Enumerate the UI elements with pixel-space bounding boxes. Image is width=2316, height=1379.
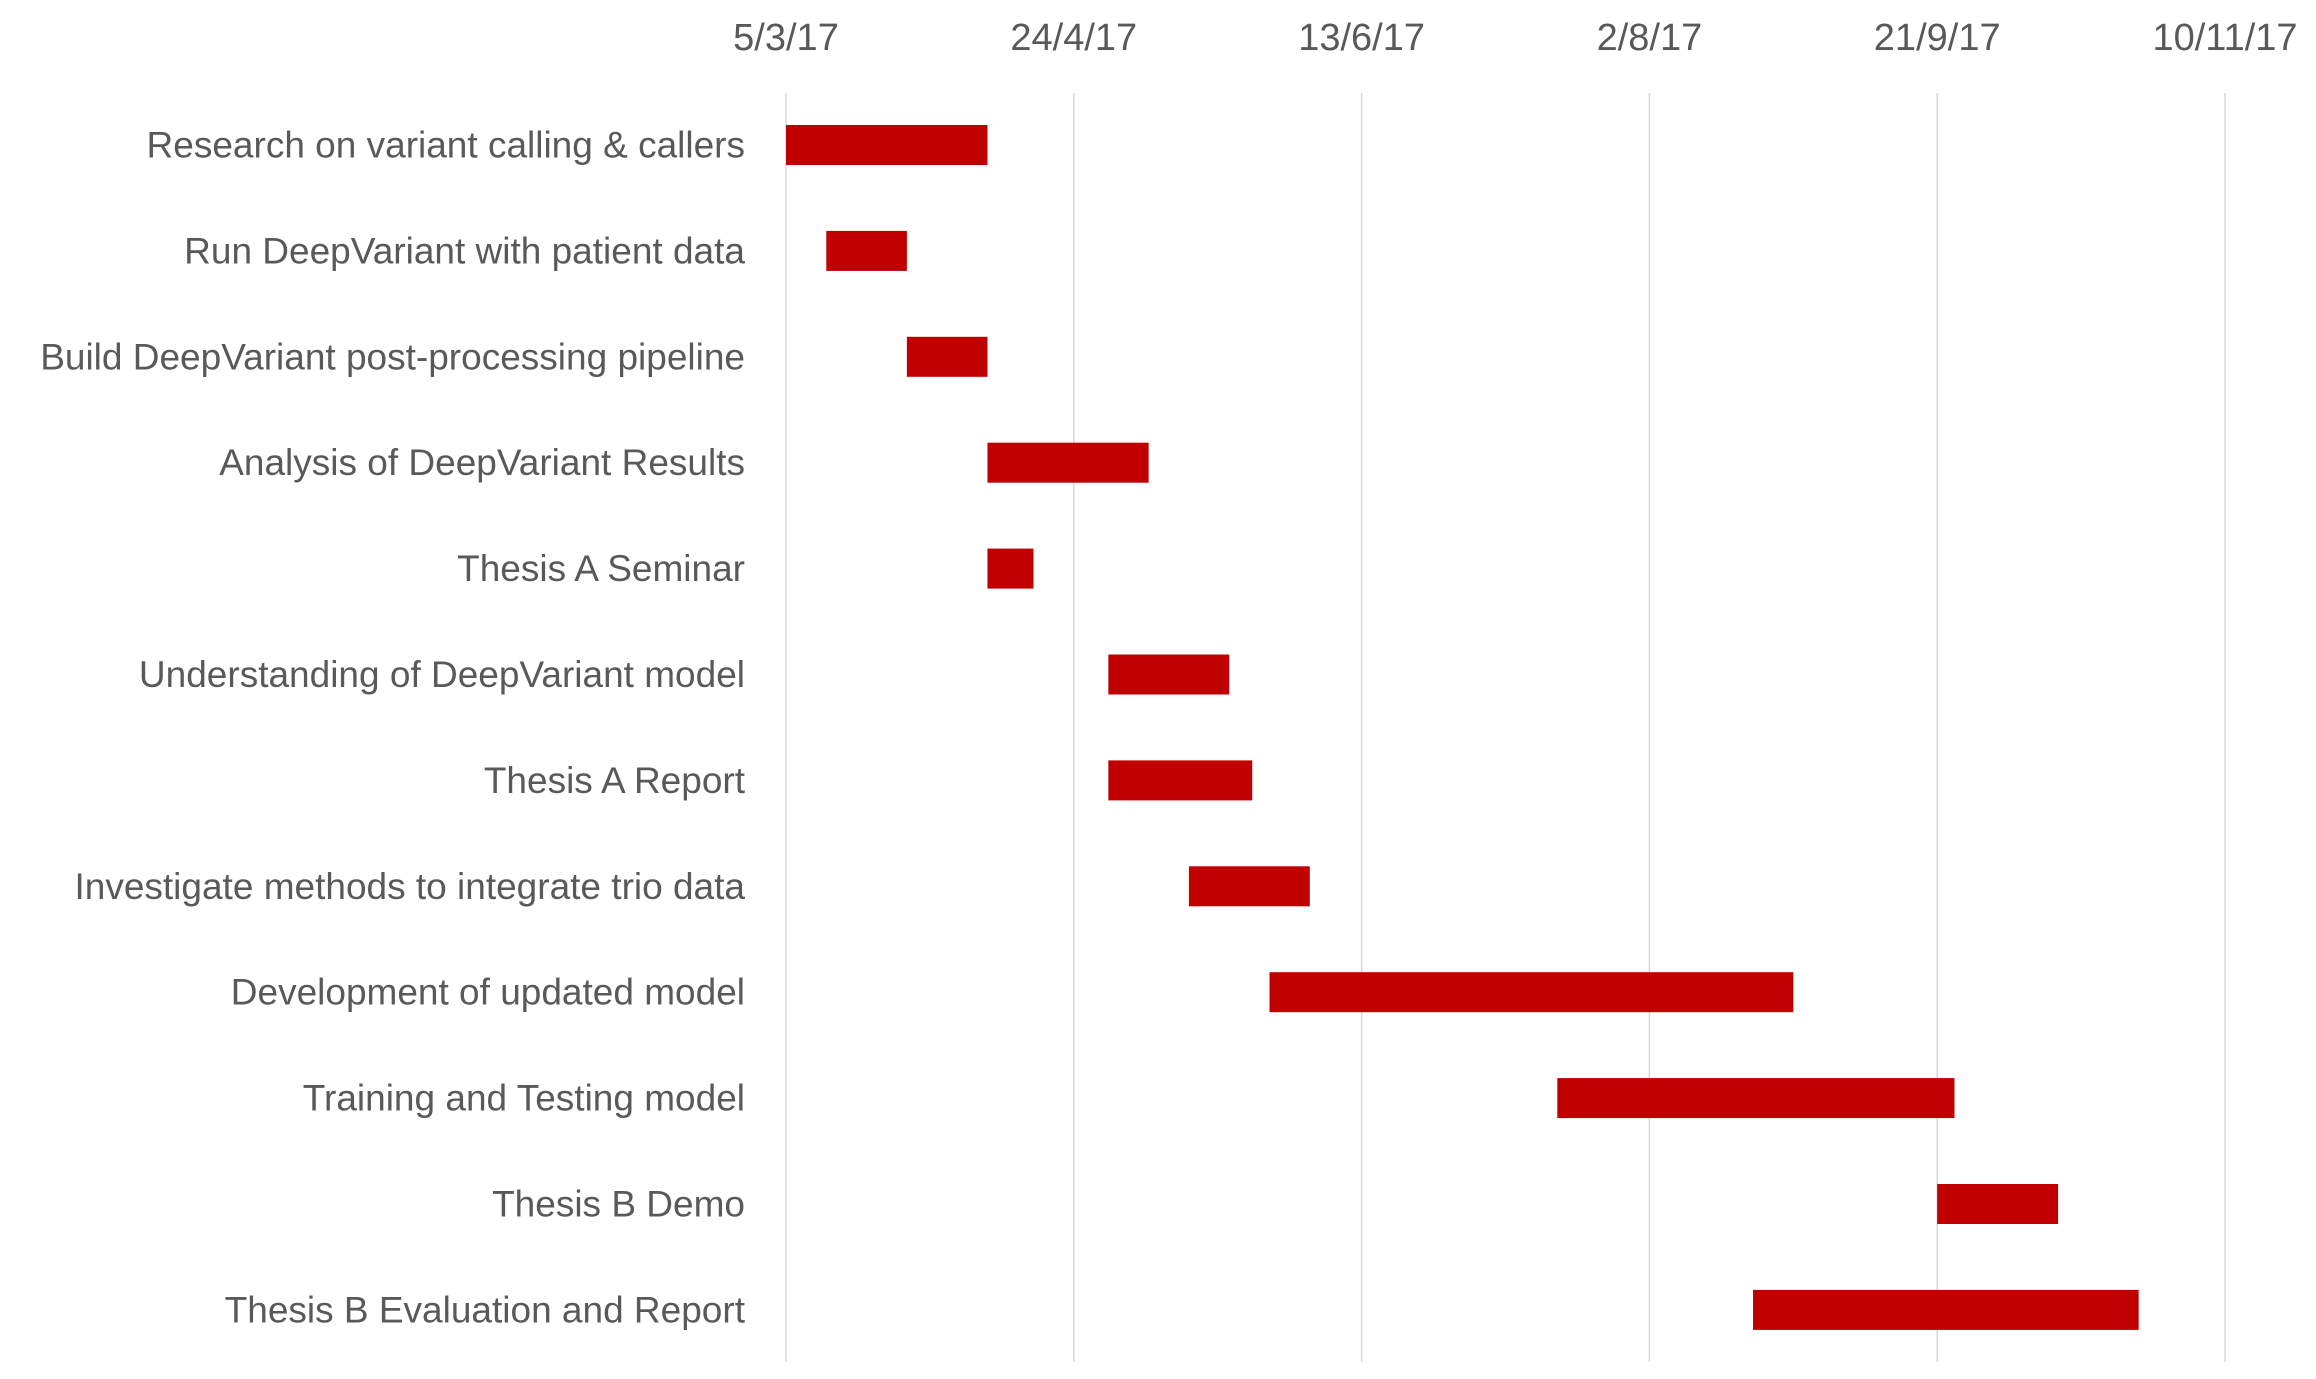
task-label: Analysis of DeepVariant Results bbox=[219, 442, 745, 483]
x-axis-ticks: 5/3/17 24/4/17 13/6/17 2/8/17 21/9/17 10/11/1… bbox=[733, 17, 2297, 59]
task-label: Investigate methods to integrate trio da… bbox=[74, 866, 745, 907]
task-label: Research on variant calling & callers bbox=[147, 125, 745, 166]
x-tick-label: 21/9/17 bbox=[1874, 17, 2001, 59]
task-label: Thesis A Report bbox=[484, 760, 746, 801]
task-bar bbox=[826, 230, 907, 271]
task-bars bbox=[786, 125, 2139, 1330]
gridlines bbox=[785, 93, 2226, 1362]
task-label: Development of updated model bbox=[231, 972, 745, 1013]
task-bar bbox=[1188, 866, 1310, 907]
task-bar bbox=[1937, 1184, 2059, 1224]
task-bar bbox=[987, 548, 1034, 589]
x-tick-label: 24/4/17 bbox=[1010, 17, 1137, 59]
x-tick-label: 2/8/17 bbox=[1597, 17, 1703, 59]
task-bar bbox=[1108, 760, 1253, 801]
task-label: Understanding of DeepVariant model bbox=[139, 654, 745, 695]
task-label: Thesis A Seminar bbox=[457, 548, 745, 589]
task-bar bbox=[1753, 1289, 2139, 1330]
task-label: Thesis B Evaluation and Report bbox=[225, 1289, 746, 1330]
task-bar bbox=[906, 336, 988, 377]
x-tick-label: 13/6/17 bbox=[1298, 17, 1425, 59]
task-label: Build DeepVariant post-processing pipeli… bbox=[40, 336, 745, 377]
task-bar bbox=[987, 442, 1149, 483]
task-label: Run DeepVariant with patient data bbox=[184, 230, 745, 271]
x-tick-label: 5/3/17 bbox=[733, 17, 839, 59]
x-tick-label: 10/11/17 bbox=[2152, 17, 2297, 59]
task-bar bbox=[1108, 654, 1230, 695]
task-bar bbox=[786, 125, 988, 165]
task-label: Training and Testing model bbox=[303, 1078, 745, 1119]
task-labels: Research on variant calling & callers Run… bbox=[40, 125, 746, 1331]
task-bar bbox=[1269, 972, 1794, 1013]
task-bar bbox=[1557, 1078, 1955, 1119]
task-label: Thesis B Demo bbox=[492, 1184, 745, 1225]
